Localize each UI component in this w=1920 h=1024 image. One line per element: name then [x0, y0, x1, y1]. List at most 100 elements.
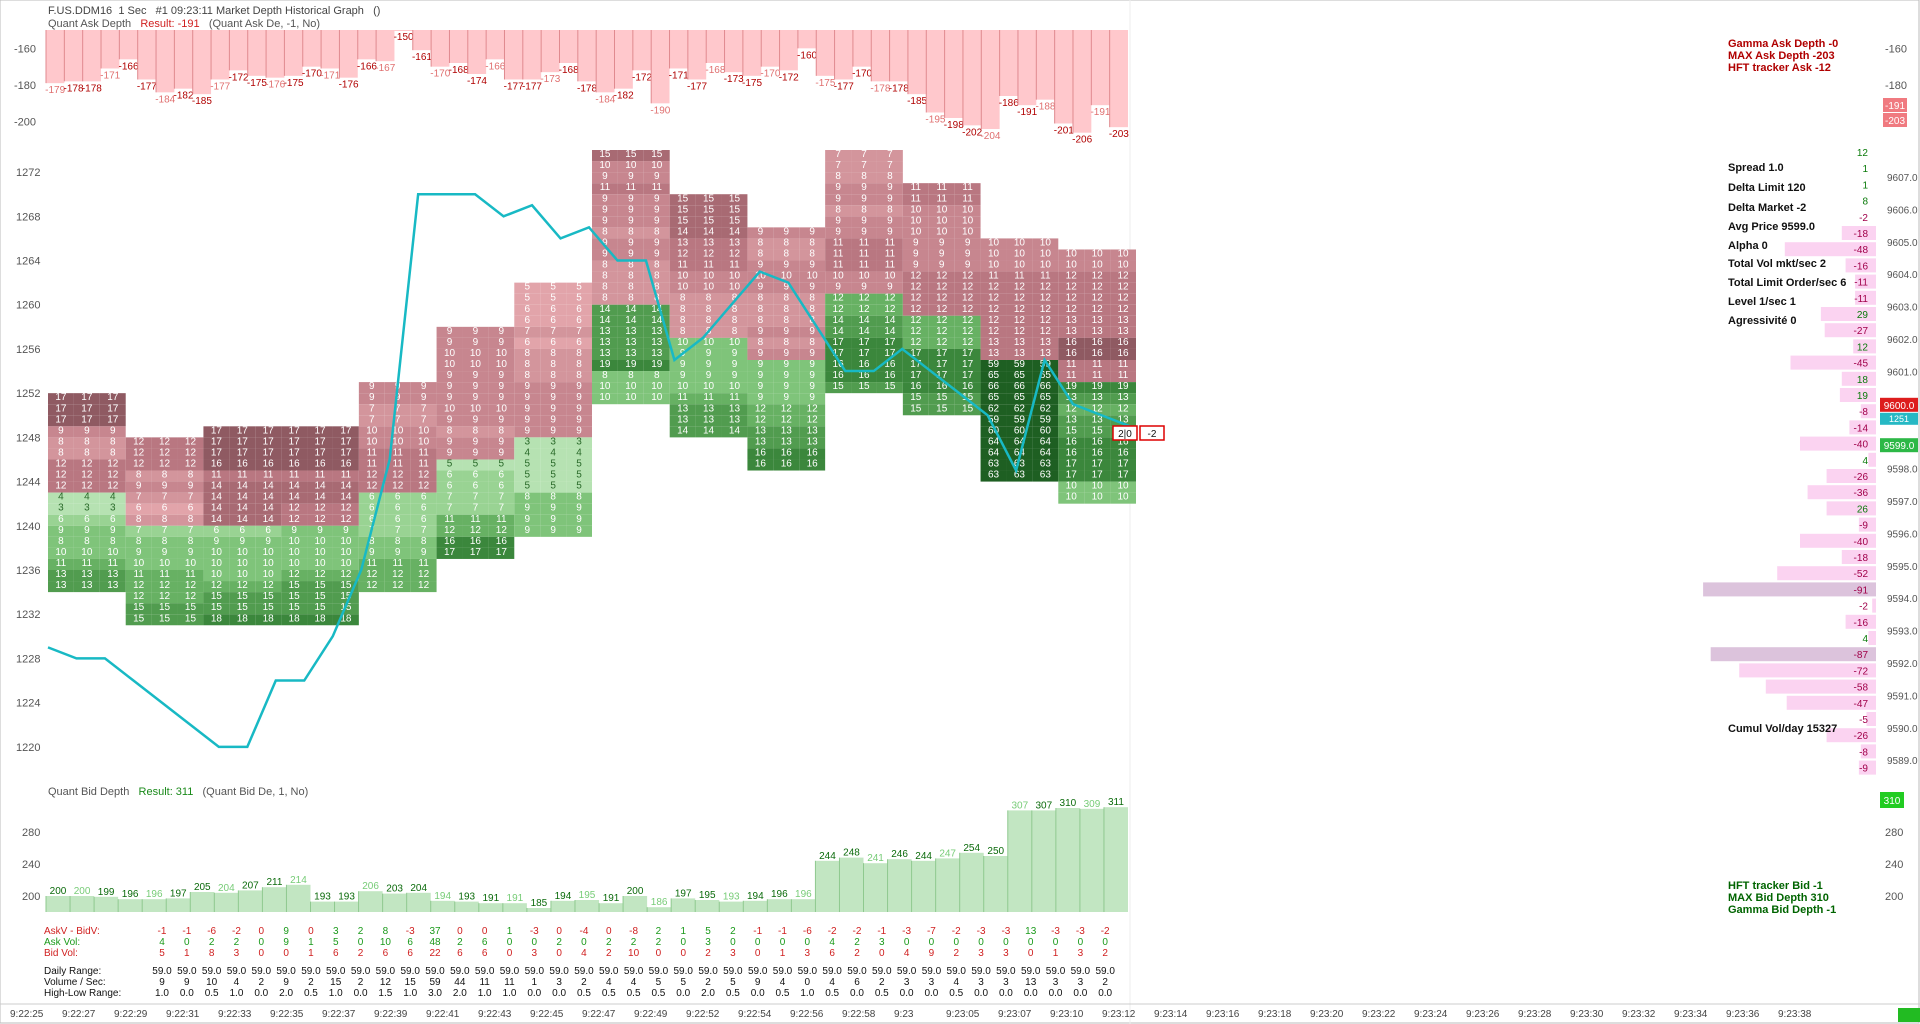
ask-cell-value: 13: [1092, 315, 1104, 326]
ask-cell: [902, 183, 929, 195]
ask-cell: [125, 448, 152, 460]
bid-cell: [73, 581, 100, 593]
askv-bidv-value: 3: [333, 926, 339, 937]
ask-cell-value: 14: [340, 492, 352, 503]
bid-cell-value: 17: [962, 359, 974, 370]
ask-cell-value: 16: [1117, 348, 1129, 359]
ask-cell-value: 9: [913, 237, 919, 248]
ask-cell: [99, 393, 126, 405]
bid-cell-value: 15: [159, 602, 171, 613]
ask-cell-value: 9: [784, 348, 790, 359]
ask-vol-value: 0: [780, 937, 786, 948]
bid-cell-value: 12: [211, 580, 223, 591]
ask-vol-value: 0: [507, 937, 513, 948]
ladder-bar: [1839, 388, 1876, 402]
ask-cell: [643, 238, 670, 250]
bid-cell: [902, 393, 929, 405]
ask-cell: [540, 282, 567, 294]
askv-bidv-value: 0: [308, 926, 314, 937]
ask-cell-value: 9: [835, 282, 841, 293]
bid-vol-value: 9: [929, 948, 935, 959]
bid-cell: [954, 382, 981, 394]
ask-depth-bar: [229, 30, 248, 71]
daily-range-value: 59.0: [400, 966, 420, 977]
ask-depth-label: -202: [962, 127, 982, 138]
ask-cell: [514, 337, 541, 349]
price-y-tick: 1272: [16, 167, 40, 179]
bid-cell: [773, 437, 800, 449]
ask-cell-value: 17: [263, 436, 275, 447]
ask-cell: [540, 415, 567, 427]
ask-cell: [902, 205, 929, 217]
ask-cell-value: 10: [444, 403, 456, 414]
ask-cell-value: 9: [887, 282, 893, 293]
bid-cell-value: 9: [732, 370, 738, 381]
ask-depth-bar: [834, 30, 853, 80]
bid-cell: [410, 581, 437, 593]
bid-cell-value: 10: [729, 381, 741, 392]
ask-cell: [410, 448, 437, 460]
ask-depth-label: -160: [797, 50, 817, 61]
bid-cell-value: 8: [84, 536, 90, 547]
ask-cell-value: 8: [110, 436, 116, 447]
ask-cell: [1084, 304, 1111, 316]
bid-depth-bar: [478, 903, 503, 912]
ask-depth-label: -195: [925, 115, 945, 126]
bid-cell-value: 13: [703, 414, 715, 425]
ask-cell-value: 12: [1040, 326, 1052, 337]
bid-cell-value: 12: [366, 580, 378, 591]
bid-cell-value: 5: [473, 459, 479, 470]
bid-cell-value: 14: [833, 326, 845, 337]
high-low-value: 0.5: [651, 988, 665, 999]
ladder-price: 9604.0: [1887, 270, 1918, 281]
bid-cell-value: 9: [188, 547, 194, 558]
bid-cell-value: 12: [1092, 403, 1104, 414]
ask-depth-bar: [504, 30, 523, 80]
ask-cell: [1084, 293, 1111, 305]
ladder-delta: -26: [1854, 472, 1869, 483]
high-low-value: 0.5: [726, 988, 740, 999]
ask-cell-value: 9: [887, 226, 893, 237]
bid-cell-value: 10: [703, 337, 715, 348]
bid-cell: [99, 547, 126, 559]
ask-cell: [1110, 249, 1136, 261]
bid-cell: [540, 437, 567, 449]
bid-cell: [643, 382, 670, 394]
askv-bidv-value: 0: [457, 926, 463, 937]
bid-cell: [125, 570, 152, 582]
bid-depth-label: 197: [675, 888, 692, 899]
ask-cell-value: 11: [911, 182, 922, 193]
daily-range-value: 59.0: [773, 966, 793, 977]
ask-cell-value: 9: [939, 260, 945, 271]
ask-cell-value: 11: [833, 260, 844, 271]
bid-cell: [514, 459, 541, 471]
ask-cell: [721, 304, 748, 316]
ask-cell: [825, 183, 852, 195]
bid-cell: [73, 570, 100, 582]
x-tick-label: 9:22:58: [842, 1009, 876, 1020]
bid-cell-value: 9: [706, 359, 712, 370]
bid-cell-value: 10: [263, 569, 275, 580]
ask-cell: [954, 205, 981, 217]
bid-cell: [825, 315, 852, 327]
daily-range-value: 59.0: [748, 966, 768, 977]
bid-cell-value: 13: [1066, 414, 1078, 425]
bid-cell-value: 16: [936, 381, 948, 392]
bid-badge-bg: [1880, 792, 1904, 808]
ask-cell-value: 9: [965, 237, 971, 248]
bid-cell: [1006, 371, 1033, 383]
ask-cell-value: 9: [499, 381, 505, 392]
ask-cell-value: 13: [1040, 348, 1052, 359]
ask-depth-label: -175: [815, 78, 835, 89]
ask-cell: [876, 205, 903, 217]
bid-cell-value: 13: [729, 403, 741, 414]
bid-cell: [384, 547, 411, 559]
bid-cell-value: 7: [447, 503, 453, 514]
bid-cell-value: 15: [314, 602, 326, 613]
bid-cell: [1084, 470, 1111, 482]
bid-cell: [592, 382, 618, 394]
ask-cell: [540, 360, 567, 372]
bid-vol-value: 22: [429, 948, 441, 959]
bid-cell-value: 17: [1066, 459, 1078, 470]
ask-cell: [1084, 315, 1111, 327]
